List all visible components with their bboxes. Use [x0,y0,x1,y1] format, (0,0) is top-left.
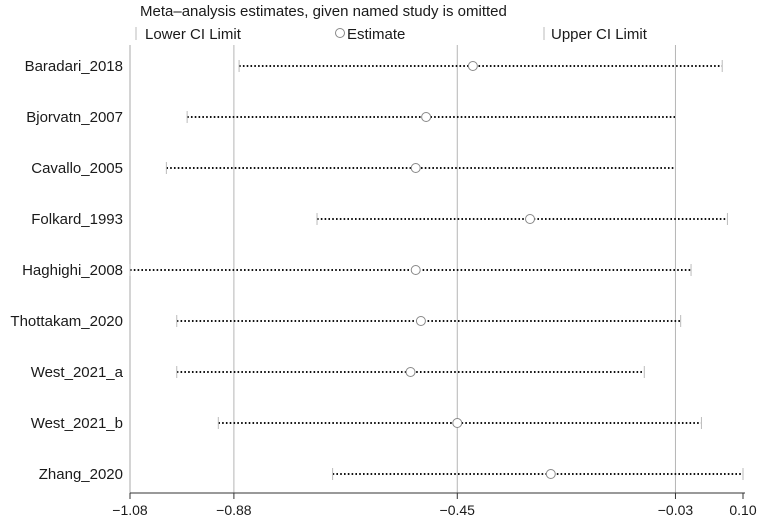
estimate-marker [467,61,478,71]
study-row-west-2021-a: West_2021_a [31,364,645,381]
study-label: Thottakam_2020 [10,313,123,330]
study-label: Folkard_1993 [31,211,123,228]
study-label: Haghighi_2008 [22,262,123,279]
x-tick-label-4: 0.10 [729,502,756,518]
study-row-baradari-2018: Baradari_2018 [25,58,723,75]
estimate-marker [415,316,426,326]
study-label: Bjorvatn_2007 [26,109,123,126]
study-row-cavallo-2005: Cavallo_2005 [31,160,676,177]
estimate-marker [545,469,556,479]
estimate-marker [410,163,421,173]
legend-upper-label: Upper CI Limit [551,26,648,43]
legend: Lower CI Limit Estimate Upper CI Limit [135,26,648,43]
legend-estimate-marker [335,28,345,38]
estimate-marker [410,265,421,275]
estimate-marker [452,418,463,428]
legend-estimate-label: Estimate [347,26,405,43]
study-rows: Baradari_2018 Bjorvatn_2007 Cavallo_2005 Fo… [10,58,744,483]
study-row-zhang-2020: Zhang_2020 [39,466,744,483]
estimate-marker [421,112,432,122]
study-label: Baradari_2018 [25,58,123,75]
estimate-marker [405,367,416,377]
x-tick-label-2: −0.45 [440,502,476,518]
study-label: West_2021_a [31,364,124,381]
study-row-west-2021-b: West_2021_b [31,415,702,432]
study-label: Zhang_2020 [39,466,123,483]
estimate-marker [525,214,536,224]
study-row-haghighi-2008: Haghighi_2008 [22,262,692,279]
chart-title: Meta–analysis estimates, given named stu… [140,3,507,20]
study-row-bjorvatn-2007: Bjorvatn_2007 [26,109,676,126]
study-label: Cavallo_2005 [31,160,123,177]
x-tick-label-3: −0.03 [658,502,694,518]
study-label: West_2021_b [31,415,123,432]
study-row-folkard-1993: Folkard_1993 [31,211,728,228]
x-tick-label-0: −1.08 [112,502,148,518]
legend-lower-label: Lower CI Limit [145,26,242,43]
study-row-thottakam-2020: Thottakam_2020 [10,313,682,330]
x-tick-label-1: −0.88 [216,502,252,518]
x-axis: −1.08 −0.88 −0.45 −0.03 0.10 [112,492,757,518]
